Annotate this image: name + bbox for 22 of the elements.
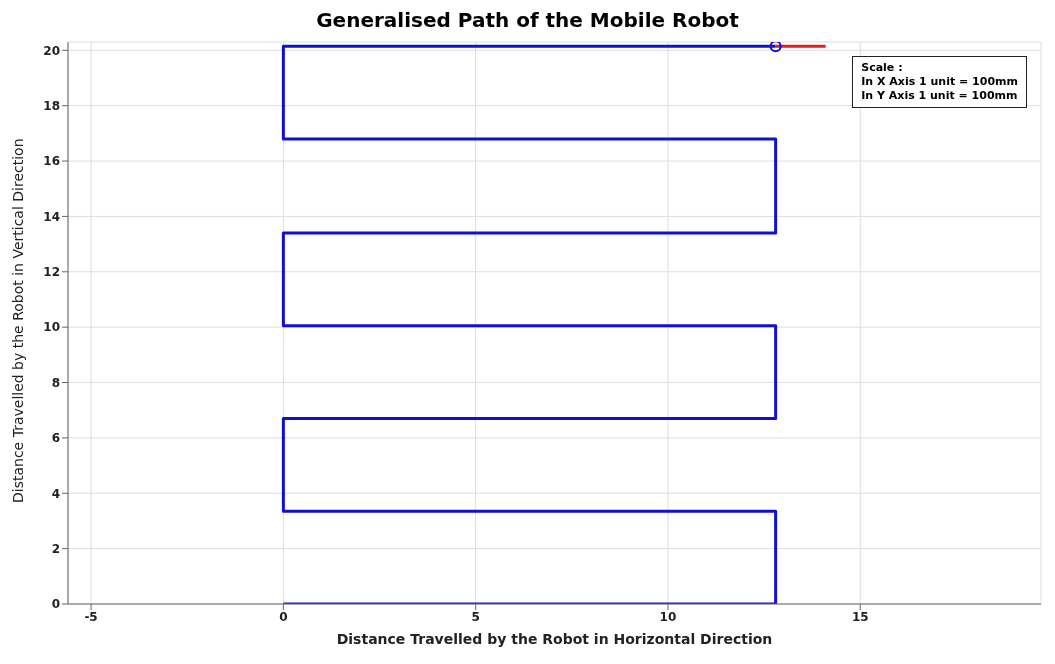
x-tick-label: 15 bbox=[851, 609, 869, 624]
y-tick-label: 18 bbox=[43, 98, 60, 113]
y-tick-label: 2 bbox=[51, 541, 60, 556]
y-tick-label: 4 bbox=[51, 486, 60, 501]
annotation: Scale : bbox=[861, 61, 904, 75]
x-axis-title: Distance Travelled by the Robot in Horizontal Direction bbox=[336, 631, 773, 647]
y-tick-label: 10 bbox=[43, 320, 60, 335]
y-tick-label: 12 bbox=[43, 265, 60, 280]
y-axis-title: Distance Travelled by the Robot in Vertical Direction bbox=[9, 138, 26, 503]
y-tick-label: 14 bbox=[43, 209, 60, 224]
y-tick-label: 6 bbox=[51, 431, 60, 446]
x-tick-label: 0 bbox=[279, 609, 288, 624]
annotation: In X Axis 1 unit = 100mm bbox=[861, 75, 1018, 89]
y-tick-label: 16 bbox=[43, 154, 60, 169]
x-tick-label: -5 bbox=[84, 609, 98, 624]
y-tick-label: 8 bbox=[51, 375, 60, 390]
x-tick-label: 10 bbox=[659, 609, 677, 624]
y-tick-label: 0 bbox=[51, 597, 60, 612]
chart-title: Generalised Path of the Mobile Robot bbox=[315, 8, 740, 34]
y-tick-label: 20 bbox=[43, 43, 60, 58]
x-tick-label: 5 bbox=[471, 609, 480, 624]
annotation: In Y Axis 1 unit = 100mm bbox=[861, 89, 1018, 103]
